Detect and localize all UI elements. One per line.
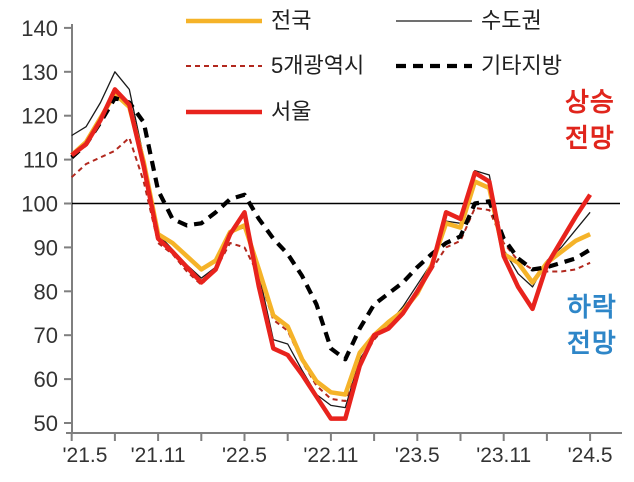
x-tick-label: '23.5 <box>395 444 440 467</box>
y-tick-label: 130 <box>21 60 58 85</box>
legend-item-sudogwon: 수도권 <box>395 8 542 34</box>
legend-swatch-other-regions <box>396 63 472 69</box>
legend-item-seoul: 서울 <box>185 99 311 125</box>
x-tick-label: '22.11 <box>303 444 358 467</box>
legend-item-other-regions: 기타지방 <box>395 53 562 79</box>
legend-label-other-regions: 기타지방 <box>481 53 562 78</box>
y-tick-label: 120 <box>21 104 58 129</box>
series-line-other-regions <box>70 95 592 362</box>
x-tick-label: '21.5 <box>63 444 108 467</box>
axes: 140 130 120 110 100 90 80 70 60 50'21.5 '21.11 '22.… <box>21 16 622 467</box>
legend-swatch-seoul <box>186 109 262 115</box>
legend-item-nationwide: 전국 <box>185 8 311 34</box>
y-tick-label: 60 <box>34 367 58 392</box>
x-tick-label: '23.11 <box>476 444 531 467</box>
legend-label-nationwide: 전국 <box>271 8 312 33</box>
y-tick-label: 90 <box>34 235 58 260</box>
y-tick-label: 50 <box>34 411 58 436</box>
legend-label-five-metro-cities: 5개광역시 <box>271 53 365 78</box>
annotation-fall-outlook: 하락 전망 <box>567 292 617 358</box>
y-tick-label: 140 <box>21 16 58 41</box>
annotation-rise-outlook: 상승 전망 <box>565 87 615 153</box>
x-tick-label: '21.11 <box>131 444 186 467</box>
y-tick-label: 100 <box>21 192 58 217</box>
legend-swatch-sudogwon <box>396 20 472 22</box>
legend-swatch-five-metro-cities <box>186 65 262 67</box>
x-tick-label: '24.5 <box>568 444 613 467</box>
y-tick-label: 110 <box>23 148 58 173</box>
legend-label-sudogwon: 수도권 <box>481 8 542 33</box>
legend-item-five-metro-cities: 5개광역시 <box>185 53 364 79</box>
series-line-five-metro-cities <box>71 136 591 402</box>
y-tick-label: 80 <box>34 279 58 304</box>
series-line-seoul <box>70 87 592 421</box>
legend-swatch-nationwide <box>186 18 262 24</box>
series-line-sudogwon <box>71 71 591 409</box>
y-tick-label: 70 <box>34 323 58 348</box>
x-tick-label: '22.5 <box>222 444 267 467</box>
legend-label-seoul: 서울 <box>271 99 312 124</box>
